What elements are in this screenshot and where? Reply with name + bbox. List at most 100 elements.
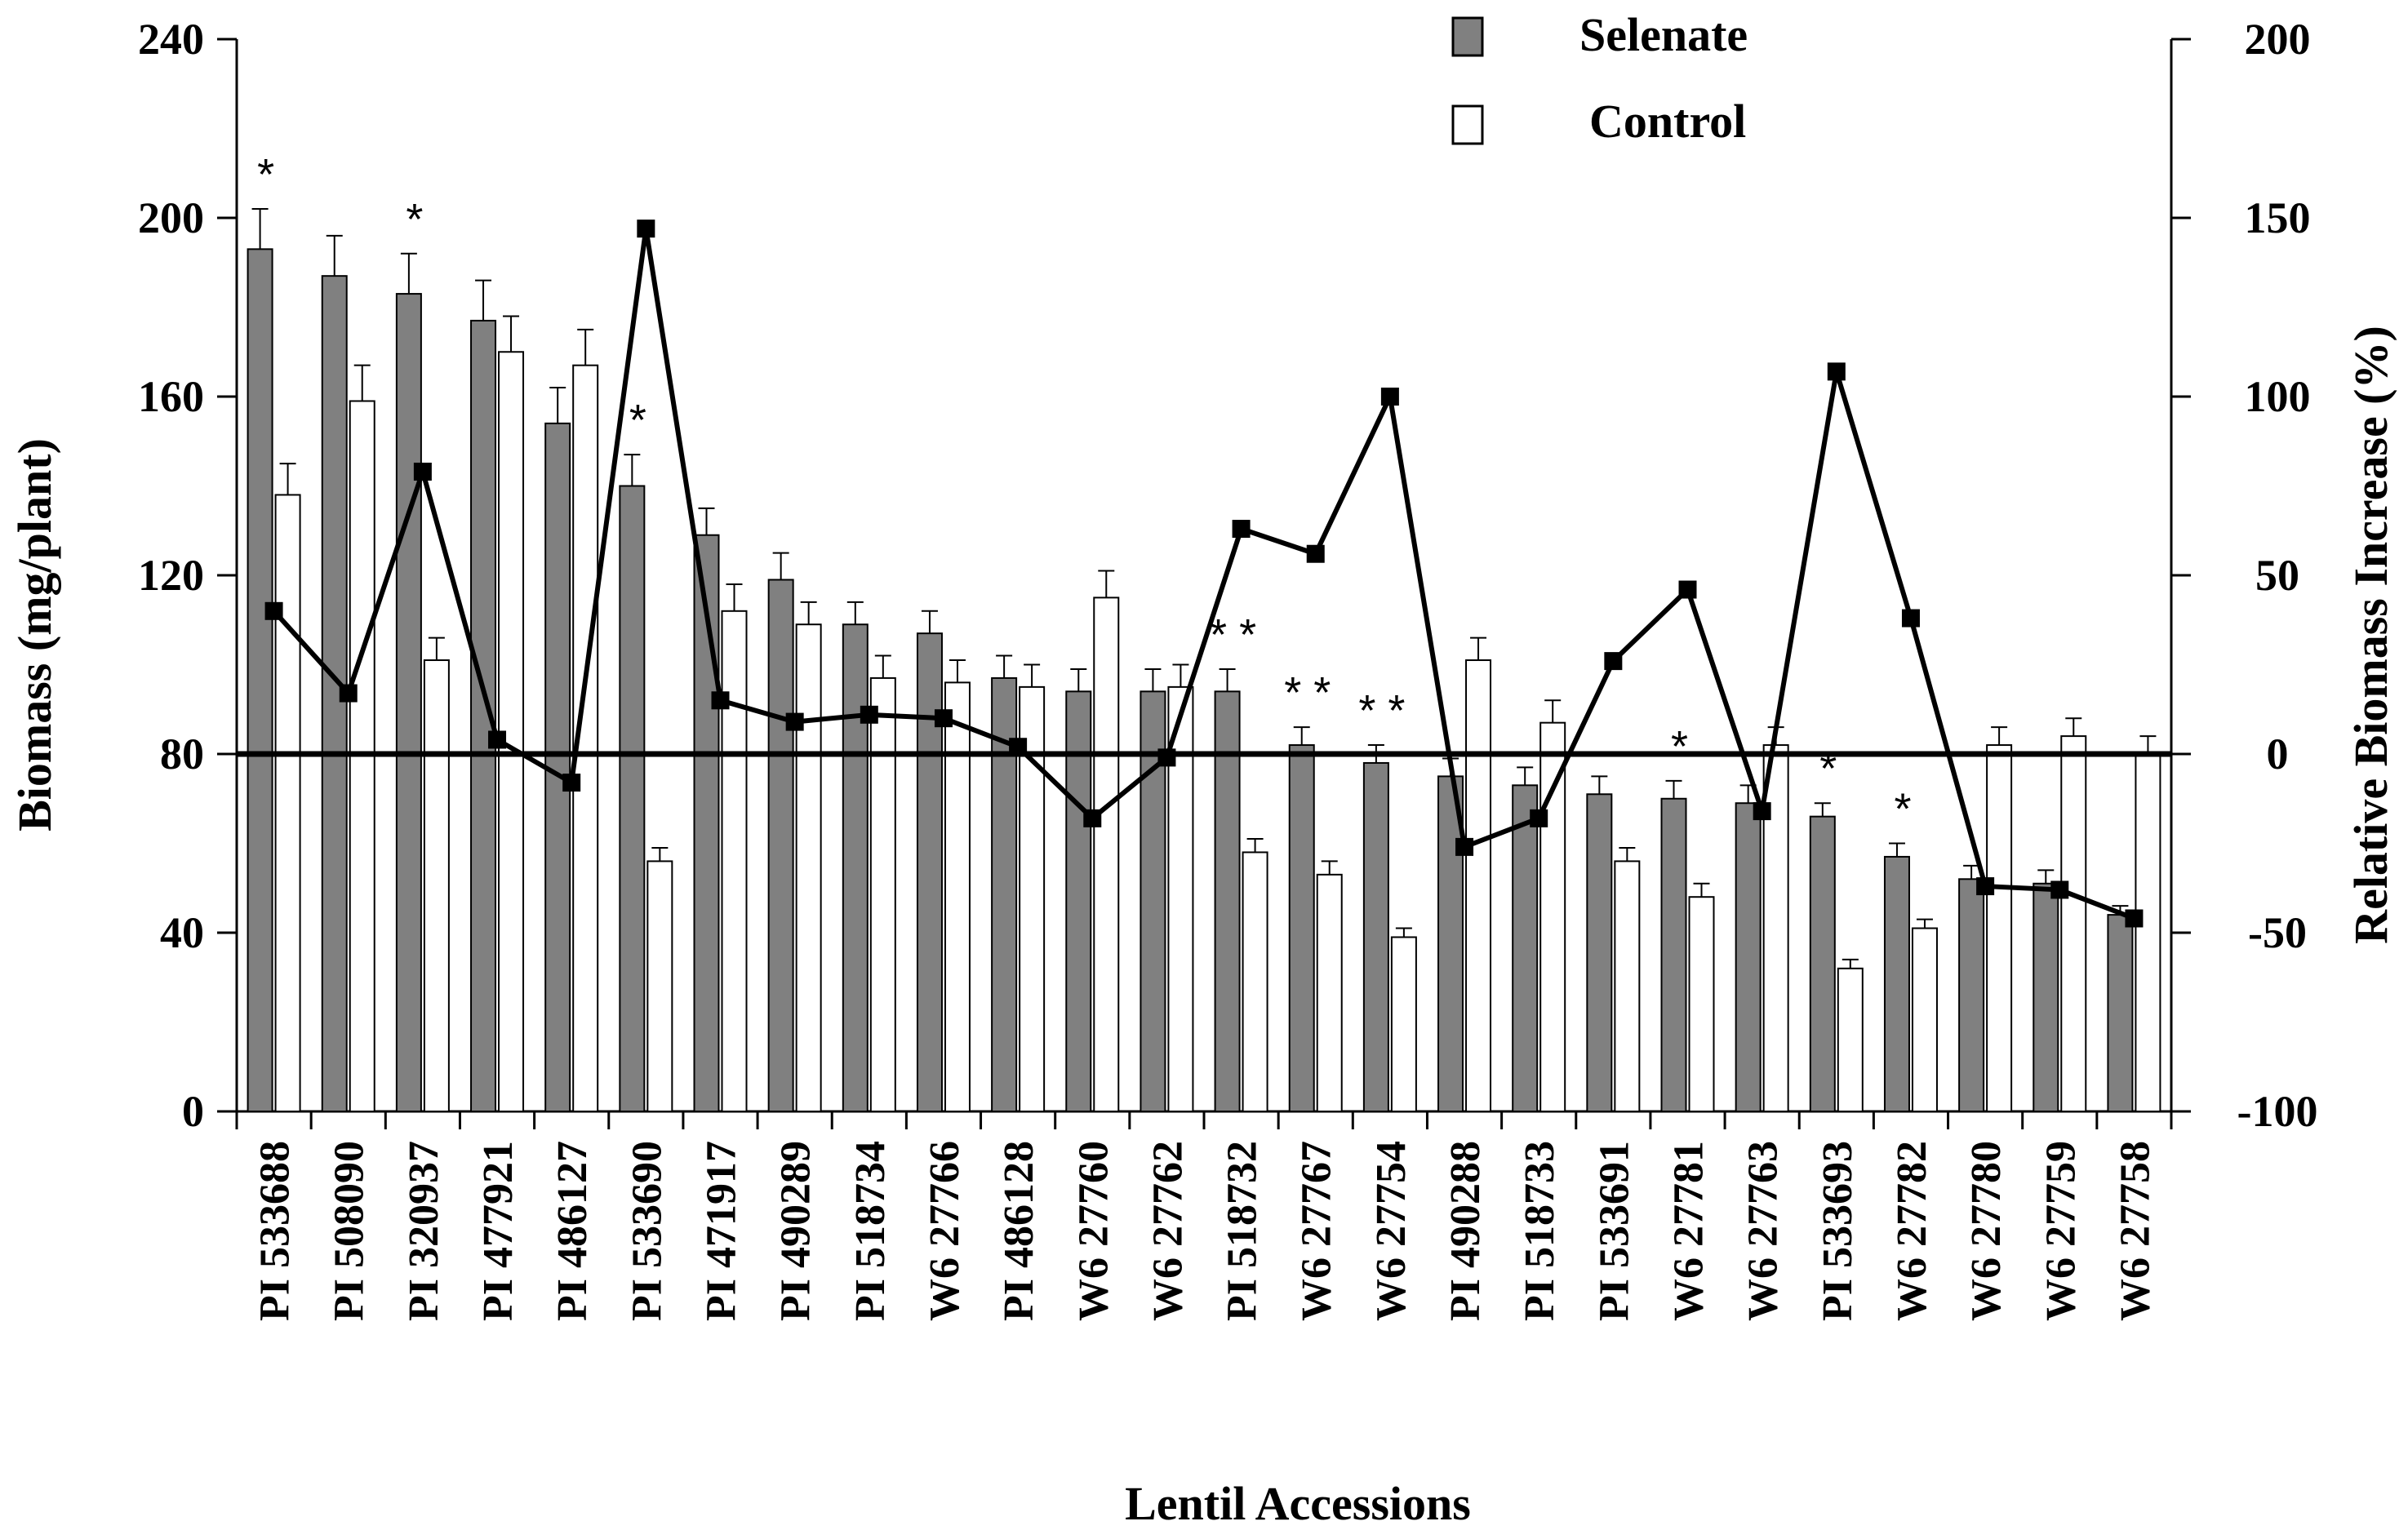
legend-swatch-selenate bbox=[1451, 16, 1484, 57]
x-tick-label: W6 27781 bbox=[1666, 1141, 1713, 1321]
relative-increase-marker bbox=[934, 709, 953, 728]
x-tick-label: PI 486128 bbox=[996, 1141, 1042, 1321]
relative-increase-marker bbox=[1009, 738, 1028, 756]
bar-selenate bbox=[1809, 815, 1836, 1113]
relative-increase-marker bbox=[2125, 909, 2144, 928]
x-tick-label: PI 533688 bbox=[252, 1141, 299, 1321]
relative-increase-marker bbox=[860, 705, 878, 724]
significance-marker: * * bbox=[1358, 686, 1405, 735]
relative-increase-marker bbox=[488, 730, 507, 749]
x-tick-label: PI 518732 bbox=[1220, 1141, 1266, 1321]
bar-control bbox=[2135, 753, 2161, 1112]
relative-increase-marker bbox=[1157, 748, 1176, 767]
y-tick-label: 160 bbox=[138, 372, 204, 421]
legend-swatch-control bbox=[1451, 104, 1484, 145]
y2-tick-label: 100 bbox=[2245, 372, 2311, 421]
bar-control bbox=[1465, 659, 1492, 1112]
y-tick-label: 80 bbox=[160, 730, 204, 778]
bar-control bbox=[721, 610, 748, 1112]
significance-marker: * bbox=[406, 195, 423, 244]
bar-selenate bbox=[1065, 690, 1092, 1112]
x-tick-label: PI 533691 bbox=[1591, 1141, 1637, 1321]
relative-increase-marker bbox=[413, 462, 432, 481]
y-axis-title: Biomass (mg/plant) bbox=[8, 438, 61, 832]
x-tick-label: PI 518733 bbox=[1517, 1141, 1563, 1321]
relative-increase-marker bbox=[1306, 544, 1325, 563]
relative-increase-marker bbox=[1604, 652, 1623, 671]
bar-selenate bbox=[1512, 784, 1539, 1112]
legend-label-selenate: Selenate bbox=[1579, 8, 1748, 61]
significance-marker: * * bbox=[1210, 610, 1256, 659]
bar-selenate bbox=[916, 632, 943, 1112]
relative-increase-marker bbox=[1827, 362, 1846, 381]
relative-increase-line bbox=[272, 226, 2135, 921]
y2-tick-label: 0 bbox=[2267, 730, 2289, 778]
bar-control bbox=[1390, 936, 1417, 1112]
y2-tick-label: 50 bbox=[2255, 551, 2299, 600]
x-tick-label: W6 27762 bbox=[1144, 1141, 1191, 1321]
relative-increase-marker bbox=[1753, 802, 1771, 821]
relative-increase-marker bbox=[1901, 609, 1920, 628]
bar-control bbox=[1911, 927, 1938, 1113]
y2-tick-label: 200 bbox=[2245, 15, 2311, 64]
x-tick-label: W6 27767 bbox=[1294, 1141, 1340, 1321]
bar-control bbox=[2060, 735, 2087, 1112]
bar-control bbox=[1316, 873, 1343, 1112]
x-tick-label: W6 27782 bbox=[1889, 1141, 1935, 1321]
y2-tick-label: 150 bbox=[2245, 193, 2311, 242]
bar-selenate bbox=[693, 534, 720, 1112]
bar-control bbox=[646, 860, 673, 1113]
relative-increase-marker bbox=[1678, 580, 1697, 599]
x-tick-label: PI 477921 bbox=[475, 1141, 522, 1321]
y2-tick-label: -50 bbox=[2248, 908, 2307, 957]
bar-control bbox=[869, 676, 896, 1112]
relative-increase-marker bbox=[1083, 809, 1102, 827]
legend: Selenate Control bbox=[1451, 8, 1748, 148]
x-axis-title: Lentil Accessions bbox=[1125, 1477, 1471, 1530]
bar-selenate bbox=[2033, 882, 2059, 1113]
bar-selenate bbox=[1735, 802, 1762, 1112]
bar-selenate bbox=[767, 579, 794, 1112]
bar-selenate bbox=[842, 623, 869, 1112]
relative-increase-marker bbox=[1976, 877, 1995, 896]
y-tick-label: 120 bbox=[138, 551, 204, 600]
bar-selenate bbox=[1883, 855, 1910, 1113]
bar-selenate bbox=[247, 248, 273, 1113]
bar-selenate bbox=[2107, 914, 2134, 1112]
legend-label-control: Control bbox=[1589, 95, 1746, 148]
x-tick-label: W6 27754 bbox=[1368, 1141, 1415, 1321]
bar-control bbox=[1242, 851, 1268, 1112]
bar-control bbox=[1688, 896, 1715, 1112]
bar-control bbox=[1539, 721, 1566, 1112]
bar-selenate bbox=[1362, 761, 1389, 1112]
x-tick-label: W6 27766 bbox=[922, 1141, 968, 1321]
bar-control bbox=[795, 623, 822, 1112]
bar-selenate bbox=[1958, 878, 1985, 1113]
relative-increase-marker bbox=[1380, 388, 1399, 406]
relative-increase-marker bbox=[562, 774, 581, 792]
bar-control bbox=[944, 681, 971, 1112]
bar-control bbox=[423, 659, 450, 1112]
significance-marker: * bbox=[629, 396, 646, 445]
y-tick-label: 0 bbox=[182, 1087, 204, 1136]
bar-control bbox=[1093, 597, 1120, 1112]
x-tick-label: PI 533690 bbox=[624, 1141, 670, 1321]
x-tick-label: PI 490288 bbox=[1442, 1141, 1489, 1321]
bar-selenate bbox=[619, 485, 646, 1112]
bar-control bbox=[1837, 967, 1864, 1113]
relative-increase-marker bbox=[711, 691, 730, 710]
bar-selenate bbox=[1586, 793, 1613, 1113]
relative-increase-marker bbox=[2050, 880, 2069, 899]
bar-control bbox=[274, 494, 301, 1112]
relative-increase-marker bbox=[264, 601, 283, 620]
y-tick-label: 40 bbox=[160, 908, 204, 957]
x-tick-label: PI 518734 bbox=[847, 1141, 894, 1321]
significance-marker: * bbox=[257, 150, 274, 199]
bar-selenate bbox=[991, 676, 1018, 1112]
x-tick-label: PI 533693 bbox=[1815, 1141, 1861, 1321]
x-tick-label: PI 320937 bbox=[401, 1141, 447, 1321]
bar-control bbox=[1762, 744, 1789, 1112]
relative-increase-marker bbox=[1232, 520, 1251, 539]
relative-increase-marker bbox=[1530, 809, 1548, 827]
